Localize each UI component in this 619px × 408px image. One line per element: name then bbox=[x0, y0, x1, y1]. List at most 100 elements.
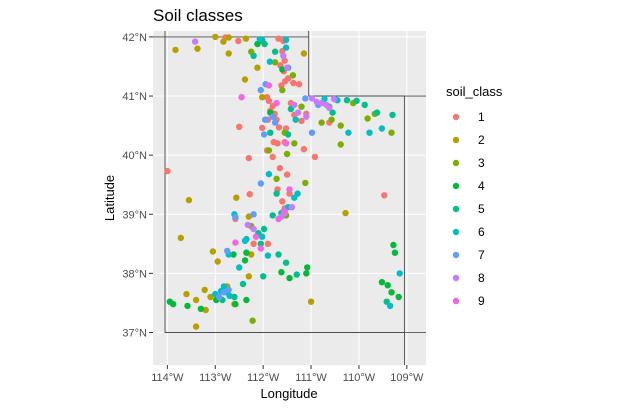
data-point bbox=[264, 240, 272, 247]
data-point bbox=[243, 296, 250, 304]
y-axis-ticks: 37°N 38°N 39°N 40°N 41°N 42°N bbox=[122, 32, 153, 339]
data-point bbox=[330, 95, 338, 103]
data-point bbox=[278, 269, 285, 276]
data-points bbox=[164, 33, 403, 330]
data-point bbox=[260, 225, 268, 233]
data-point bbox=[259, 124, 266, 132]
data-point bbox=[282, 140, 290, 147]
data-point bbox=[254, 40, 261, 48]
data-point bbox=[250, 211, 257, 218]
legend-key bbox=[452, 228, 460, 236]
data-point bbox=[302, 95, 309, 102]
data-point bbox=[337, 122, 344, 129]
data-point bbox=[378, 125, 386, 132]
data-point bbox=[212, 33, 219, 41]
data-point bbox=[265, 147, 273, 154]
data-point bbox=[373, 109, 381, 116]
data-point bbox=[279, 86, 286, 94]
data-point bbox=[381, 192, 388, 199]
data-point bbox=[395, 293, 402, 301]
data-point bbox=[269, 212, 276, 219]
data-point bbox=[192, 296, 200, 304]
data-point bbox=[265, 82, 273, 89]
legend-label: 8 bbox=[478, 271, 485, 285]
data-point bbox=[282, 78, 289, 85]
data-point bbox=[274, 140, 281, 147]
data-point bbox=[241, 257, 249, 264]
data-point bbox=[232, 239, 239, 246]
legend-label: 9 bbox=[478, 294, 485, 308]
data-point bbox=[214, 258, 221, 265]
data-point bbox=[271, 48, 279, 55]
data-point bbox=[300, 146, 308, 153]
x-tick-label: 114°W bbox=[151, 372, 184, 384]
legend: 1 2 3 4 5 6 7 8 9 bbox=[452, 110, 485, 308]
data-point bbox=[282, 36, 290, 44]
data-point bbox=[283, 150, 291, 158]
data-point bbox=[291, 101, 298, 109]
data-point bbox=[259, 233, 266, 240]
y-tick-label: 37°N bbox=[122, 327, 147, 339]
data-point bbox=[183, 290, 190, 298]
data-point bbox=[226, 292, 233, 299]
data-point bbox=[185, 196, 193, 204]
data-point bbox=[282, 44, 290, 51]
x-tick-label: 109°W bbox=[390, 372, 424, 384]
data-point bbox=[295, 81, 303, 88]
data-point bbox=[250, 225, 257, 233]
legend-key bbox=[452, 113, 460, 121]
data-point bbox=[224, 247, 231, 255]
data-point bbox=[283, 171, 291, 178]
data-point bbox=[265, 97, 273, 105]
data-point bbox=[302, 179, 309, 187]
data-point bbox=[238, 94, 245, 101]
data-point bbox=[242, 35, 250, 42]
legend-key bbox=[452, 182, 460, 190]
data-point bbox=[271, 119, 279, 126]
data-point bbox=[225, 34, 232, 41]
y-tick-label: 41°N bbox=[122, 91, 147, 103]
data-point bbox=[257, 180, 264, 187]
data-point bbox=[248, 251, 255, 258]
legend-label: 3 bbox=[478, 156, 485, 170]
data-point bbox=[366, 129, 373, 136]
data-point bbox=[283, 64, 291, 71]
legend-key bbox=[452, 297, 460, 305]
data-point bbox=[303, 113, 310, 120]
data-point bbox=[266, 58, 274, 65]
data-point bbox=[245, 273, 252, 280]
state-borders bbox=[153, 31, 426, 365]
data-point bbox=[279, 66, 286, 73]
data-point bbox=[260, 131, 268, 138]
data-point bbox=[286, 186, 293, 193]
data-point bbox=[390, 241, 397, 249]
data-point bbox=[236, 264, 243, 271]
legend-key bbox=[452, 205, 460, 213]
data-point bbox=[275, 215, 282, 223]
data-point bbox=[252, 233, 260, 240]
x-axis-ticks: 114°W 113°W 112°W 111°W 110°W 109°W bbox=[151, 365, 424, 384]
data-point bbox=[164, 167, 171, 175]
legend-label: 7 bbox=[478, 248, 485, 262]
data-point bbox=[275, 251, 282, 258]
data-point bbox=[345, 129, 352, 136]
data-point bbox=[225, 50, 232, 57]
y-axis-label: Latitude bbox=[102, 175, 117, 221]
data-point bbox=[271, 59, 279, 66]
data-point bbox=[265, 170, 273, 178]
data-point bbox=[364, 115, 371, 122]
data-point bbox=[220, 283, 228, 290]
legend-key bbox=[452, 159, 460, 167]
data-point bbox=[342, 209, 349, 217]
data-point bbox=[294, 109, 302, 116]
data-point bbox=[231, 293, 238, 301]
y-tick-label: 39°N bbox=[122, 209, 147, 221]
data-point bbox=[241, 237, 249, 245]
data-point bbox=[311, 153, 319, 161]
data-point bbox=[232, 214, 239, 221]
legend-label: 4 bbox=[478, 179, 485, 193]
data-point bbox=[304, 264, 311, 271]
data-point bbox=[267, 129, 274, 136]
